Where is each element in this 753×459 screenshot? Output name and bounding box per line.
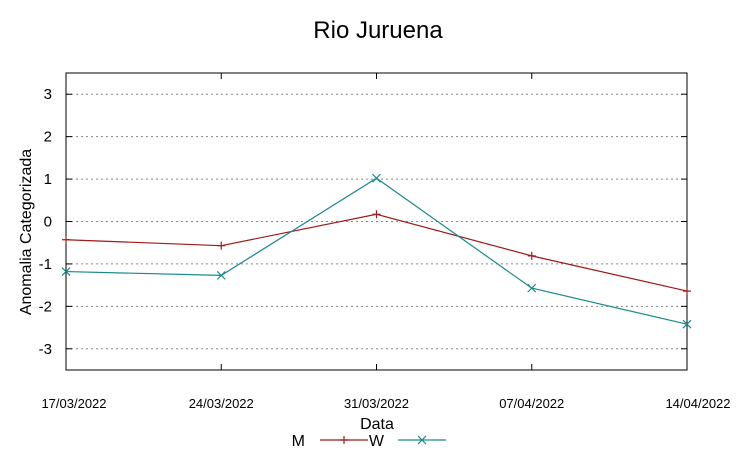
y-tick-label: 3 (44, 86, 52, 103)
y-tick-label: 0 (44, 214, 52, 231)
data-point (217, 241, 226, 250)
data-point (417, 435, 427, 445)
series-line-M (65, 213, 688, 292)
x-tick-label: 14/04/2022 (665, 396, 730, 411)
data-point (683, 287, 691, 296)
data-point (527, 283, 537, 293)
x-axis-label: Data (360, 416, 394, 433)
data-point (61, 267, 71, 276)
y-tick-label: 1 (44, 171, 52, 188)
data-point (372, 210, 381, 219)
x-tick-label: 17/03/2022 (41, 396, 106, 411)
data-point (216, 270, 226, 280)
grid-lines (66, 93, 687, 350)
series-layer (61, 173, 692, 329)
data-point (372, 173, 381, 183)
x-tick-label: 31/03/2022 (344, 396, 409, 411)
y-tick-label: -2 (39, 298, 52, 315)
data-point (340, 436, 348, 444)
data-point (527, 251, 536, 260)
y-tick-label: -1 (39, 256, 52, 273)
data-point (682, 319, 692, 329)
y-axis-label: Anomalia Categorizada (18, 149, 35, 315)
x-axis-ticks: 17/03/2022 24/03/2022 31/03/2022 07/04/2022… (41, 73, 731, 411)
y-axis-ticks: -3 -2 -1 0 1 2 3 (39, 86, 687, 358)
legend-label: M (292, 433, 305, 450)
legend-label: W (369, 433, 385, 450)
y-tick-label: 2 (44, 129, 52, 146)
x-tick-label: 07/04/2022 (499, 396, 564, 411)
data-point (62, 235, 70, 244)
series-line-W (65, 177, 688, 325)
y-tick-label: -3 (39, 341, 52, 358)
chart-title: Rio Juruena (313, 17, 443, 44)
x-tick-label: 24/03/2022 (189, 396, 254, 411)
